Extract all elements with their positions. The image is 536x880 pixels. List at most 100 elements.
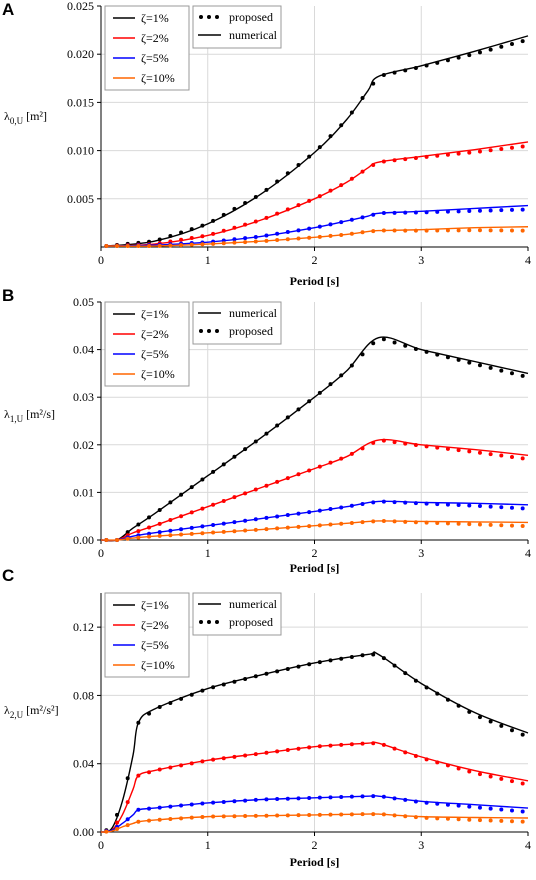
data-point <box>456 803 461 808</box>
data-point <box>477 50 482 55</box>
data-point <box>296 407 301 412</box>
data-point <box>211 469 216 474</box>
data-point <box>328 188 333 193</box>
legend-box-damping <box>104 592 190 678</box>
data-point <box>328 658 333 663</box>
data-point <box>285 796 290 801</box>
data-point <box>179 532 184 537</box>
data-point <box>147 534 152 539</box>
data-point <box>467 817 472 822</box>
data-point <box>456 766 461 771</box>
data-point <box>317 464 322 469</box>
data-point <box>136 807 141 812</box>
data-point <box>392 796 397 801</box>
data-point <box>445 152 450 157</box>
y-axis-title-subscript: 0,U <box>10 116 24 126</box>
data-point <box>147 531 152 536</box>
data-point <box>264 797 269 802</box>
data-point <box>285 513 290 518</box>
data-point <box>328 460 333 465</box>
data-point <box>424 815 429 820</box>
data-point <box>339 656 344 661</box>
data-point <box>435 521 440 526</box>
data-point <box>179 243 184 248</box>
data-point <box>179 696 184 701</box>
data-point <box>253 234 258 239</box>
data-point <box>403 519 408 524</box>
data-point <box>307 813 312 818</box>
data-point <box>413 799 418 804</box>
data-point <box>360 520 365 525</box>
data-point <box>413 815 418 820</box>
data-point <box>221 462 226 467</box>
data-point <box>488 818 493 823</box>
x-tick-label: 4 <box>525 253 531 267</box>
y-tick-label: 0.010 <box>67 144 94 158</box>
data-point <box>136 529 141 534</box>
y-axis-title: λ0,U [m²] <box>4 109 47 126</box>
data-point <box>136 535 141 540</box>
data-point <box>371 81 376 86</box>
data-point <box>147 515 152 520</box>
data-point <box>477 772 482 777</box>
legend-proposed-dot <box>215 620 219 624</box>
chart-panel-a: A 0 1 2 3 4 0.005 0.010 0.015 0.020 0.025 Period [… <box>0 0 536 292</box>
data-point <box>509 808 514 813</box>
data-point <box>424 210 429 215</box>
y-tick-label: 0.04 <box>73 757 94 771</box>
data-point <box>275 514 280 519</box>
data-point <box>467 804 472 809</box>
data-point <box>403 441 408 446</box>
data-point <box>339 183 344 188</box>
data-point <box>296 796 301 801</box>
data-point <box>381 742 386 747</box>
data-point <box>115 812 120 817</box>
data-point <box>477 228 482 233</box>
data-point <box>381 794 386 799</box>
data-point <box>317 390 322 395</box>
data-point <box>285 230 290 235</box>
data-point <box>520 781 525 786</box>
data-point <box>456 521 461 526</box>
data-point <box>413 443 418 448</box>
data-point <box>349 363 354 368</box>
data-point <box>371 212 376 217</box>
data-point <box>179 237 184 242</box>
data-point <box>147 244 152 249</box>
data-point <box>168 500 173 505</box>
data-point <box>371 741 376 746</box>
data-point <box>509 505 514 510</box>
data-point <box>243 222 248 227</box>
data-point <box>243 677 248 682</box>
data-point <box>467 449 472 454</box>
data-point <box>275 749 280 754</box>
data-point <box>403 68 408 73</box>
data-point <box>424 228 429 233</box>
data-point <box>456 228 461 233</box>
data-point <box>200 506 205 511</box>
data-point <box>413 754 418 759</box>
data-point <box>509 819 514 824</box>
data-point <box>509 145 514 150</box>
data-point <box>403 343 408 348</box>
data-point <box>157 237 162 242</box>
data-point <box>285 813 290 818</box>
data-point <box>211 530 216 535</box>
data-point <box>488 504 493 509</box>
data-point <box>456 448 461 453</box>
data-point <box>477 715 482 720</box>
data-point <box>403 500 408 505</box>
data-point <box>349 655 354 660</box>
data-point <box>264 483 269 488</box>
data-point <box>456 151 461 156</box>
data-point <box>445 502 450 507</box>
data-point <box>349 217 354 222</box>
y-tick-label: 0.015 <box>67 95 94 109</box>
legend-box-damping <box>104 5 190 91</box>
data-point <box>264 527 269 532</box>
y-tick-label: 0.08 <box>73 688 94 702</box>
data-point <box>285 171 290 176</box>
data-point <box>221 814 226 819</box>
data-point <box>456 209 461 214</box>
legend-proposed-dot <box>199 329 203 333</box>
